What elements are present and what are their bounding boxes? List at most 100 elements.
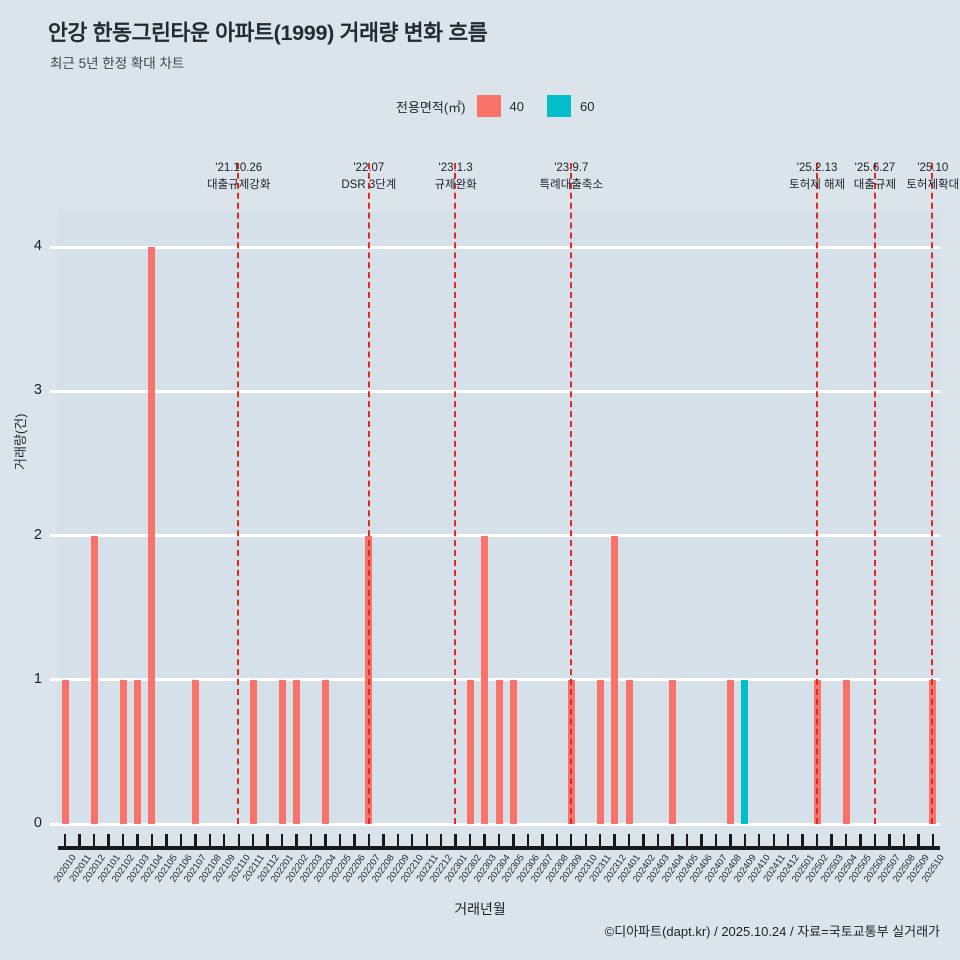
y-axis-title: 거래량(건) [13, 413, 28, 471]
x-tick-202309 [570, 834, 573, 847]
x-tick-202308 [555, 834, 559, 847]
event-name-3: 특례대출축소 [539, 179, 604, 191]
x-tick-202409 [743, 834, 746, 847]
x-tick-202505 [859, 834, 862, 847]
x-tick-202108 [208, 834, 211, 847]
x-tick-202102 [121, 834, 125, 847]
x-tick-202401 [627, 834, 631, 847]
event-name-5: 대출규제 [853, 179, 897, 191]
x-tick-202407 [714, 834, 718, 847]
x-tick-202509 [917, 834, 920, 847]
event-line-6 [931, 163, 934, 824]
x-tick-202502 [815, 834, 819, 847]
y-tick-label-4: 4 [33, 238, 42, 255]
y-tick-mark-0 [50, 822, 58, 826]
y-tick-mark-4 [50, 245, 58, 249]
bar-40-202305 [509, 679, 517, 824]
x-tick-202510 [931, 834, 934, 847]
x-tick-202301 [454, 834, 457, 847]
x-tick-202208 [382, 834, 385, 847]
x-tick-202101 [107, 834, 110, 847]
x-tick-202305 [512, 834, 515, 847]
x-tick-202105 [165, 834, 168, 847]
event-line-0 [237, 163, 240, 824]
event-date-1: '22.07 [353, 162, 385, 174]
footer-credit: ©디아파트(dapt.kr) / 2025.10.24 / 자료=국토교통부 실… [604, 924, 940, 939]
x-tick-202202 [295, 834, 298, 847]
x-tick-202504 [844, 834, 848, 847]
y-tick-label-3: 3 [33, 382, 42, 399]
x-tick-202310 [584, 834, 587, 847]
y-tick-label-0: 0 [33, 815, 42, 831]
bar-40-202304 [495, 679, 503, 824]
y-tick-label-2: 2 [33, 526, 42, 543]
legend-label-40: 40 [509, 98, 524, 114]
x-tick-202209 [396, 834, 399, 847]
event-name-2: 규제완화 [434, 179, 477, 191]
event-label-6: '25.10 토허제확대 [906, 160, 959, 194]
x-tick-202410 [758, 834, 761, 847]
x-tick-202411 [772, 834, 775, 847]
y-tick-mark-1 [50, 678, 58, 682]
bar-40-202201 [278, 679, 286, 824]
x-tick-202302 [468, 834, 472, 847]
event-date-6: '25.10 [917, 162, 949, 174]
event-line-4 [815, 163, 818, 824]
x-tick-202402 [642, 834, 645, 847]
x-tick-202303 [483, 834, 486, 847]
x-tick-202012 [92, 834, 96, 847]
event-date-2: '23.1.3 [438, 162, 473, 174]
event-name-1: DSR 3단계 [341, 179, 397, 191]
legend-title: 전용면적(㎡) [396, 99, 466, 115]
gridline-y-2 [58, 534, 940, 538]
x-tick-202011 [78, 834, 81, 847]
event-label-5: '25.6.27 대출규제 [854, 160, 896, 194]
x-tick-202201 [280, 834, 284, 847]
bar-40-202311 [596, 679, 604, 824]
x-tick-202107 [194, 834, 197, 847]
x-tick-202311 [599, 834, 602, 847]
y-tick-mark-2 [50, 534, 58, 538]
x-tick-202508 [902, 834, 906, 847]
bar-40-202401 [625, 679, 633, 824]
legend-swatch-40 [476, 95, 501, 117]
bar-40-202010 [61, 679, 69, 824]
page-subtitle: 최근 5년 한정 확대 차트 [50, 56, 185, 71]
x-tick-202111 [251, 834, 255, 847]
gridline-y-0 [58, 822, 940, 826]
event-date-4: '25.2.13 [796, 162, 838, 174]
x-tick-202109 [223, 834, 226, 847]
x-tick-202403 [656, 834, 660, 847]
y-tick-mark-3 [50, 389, 58, 393]
bar-40-202107 [191, 679, 199, 824]
bar-40-202202 [293, 679, 301, 824]
x-tick-202212 [439, 834, 443, 847]
event-label-3: '23.9.7 특례대출축소 [540, 160, 603, 194]
x-tick-202206 [353, 834, 356, 847]
bar-40-202504 [842, 679, 850, 824]
bar-40-202103 [134, 679, 142, 824]
page-title: 안강 한동그린타운 아파트(1999) 거래량 변화 흐름 [48, 21, 488, 45]
gridline-y-1 [58, 678, 940, 682]
bar-40-202303 [481, 535, 489, 824]
bar-40-202312 [611, 535, 619, 824]
event-label-2: '23.1.3 규제완화 [434, 160, 476, 194]
event-line-1 [367, 163, 370, 824]
event-date-3: '23.9.7 [554, 162, 589, 174]
event-name-6: 토허제확대 [906, 179, 960, 191]
x-tick-202507 [888, 834, 891, 847]
x-tick-202205 [338, 834, 342, 847]
bar-40-202204 [321, 679, 329, 824]
x-tick-202307 [541, 834, 544, 847]
plot-area [50, 163, 940, 826]
x-tick-202204 [324, 834, 327, 847]
x-tick-202110 [237, 834, 240, 847]
event-label-1: '22.07 DSR 3단계 [341, 160, 396, 194]
gridline-y-3 [58, 389, 940, 393]
x-tick-202412 [786, 834, 790, 847]
x-tick-202210 [411, 834, 414, 847]
x-tick-202112 [266, 834, 269, 847]
y-tick-label-1: 1 [33, 670, 42, 687]
x-tick-202203 [309, 834, 313, 847]
x-tick-202408 [729, 834, 732, 847]
